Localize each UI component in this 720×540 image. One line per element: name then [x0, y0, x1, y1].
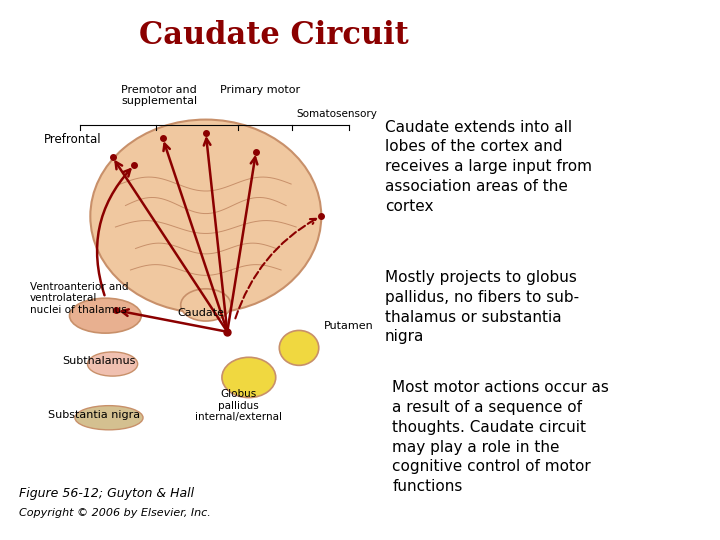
Text: Prefrontal: Prefrontal	[45, 133, 102, 146]
Text: Figure 56-12; Guyton & Hall: Figure 56-12; Guyton & Hall	[19, 487, 194, 500]
Ellipse shape	[70, 298, 141, 333]
Text: Premotor and
supplemental: Premotor and supplemental	[121, 85, 197, 106]
Text: Caudate extends into all
lobes of the cortex and
receives a large input from
ass: Caudate extends into all lobes of the co…	[385, 119, 592, 214]
Ellipse shape	[181, 289, 231, 321]
Ellipse shape	[87, 352, 138, 376]
Text: Copyright © 2006 by Elsevier, Inc.: Copyright © 2006 by Elsevier, Inc.	[19, 508, 211, 518]
Text: Putamen: Putamen	[324, 321, 374, 331]
Ellipse shape	[75, 406, 143, 430]
Ellipse shape	[90, 119, 321, 313]
Ellipse shape	[222, 357, 276, 397]
Text: Most motor actions occur as
a result of a sequence of
thoughts. Caudate circuit
: Most motor actions occur as a result of …	[392, 380, 609, 494]
Text: Subthalamus: Subthalamus	[63, 356, 136, 366]
Text: Mostly projects to globus
pallidus, no fibers to sub-
thalamus or substantia
nig: Mostly projects to globus pallidus, no f…	[385, 270, 579, 345]
Text: Globus
pallidus
internal/external: Globus pallidus internal/external	[194, 389, 282, 422]
Text: Somatosensory: Somatosensory	[297, 109, 377, 119]
Text: Substantia nigra: Substantia nigra	[48, 410, 140, 420]
Text: Caudate Circuit: Caudate Circuit	[139, 20, 409, 51]
Text: Ventroanterior and
ventrolateral
nuclei of thalamus: Ventroanterior and ventrolateral nuclei …	[30, 282, 129, 315]
Text: Primary motor: Primary motor	[220, 85, 300, 94]
Ellipse shape	[279, 330, 319, 366]
Text: Caudate: Caudate	[177, 308, 224, 318]
